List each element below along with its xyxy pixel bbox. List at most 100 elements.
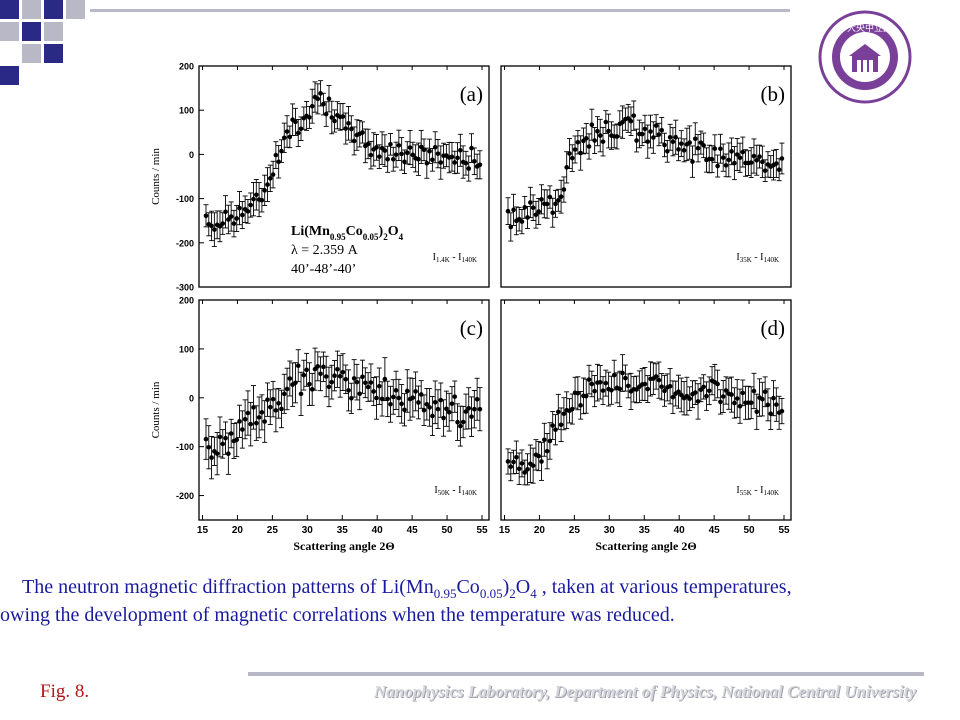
data-point bbox=[432, 144, 438, 150]
series-label-subscript: 50K bbox=[438, 489, 450, 497]
x-tick-label: 20 bbox=[534, 525, 546, 536]
data-point bbox=[625, 383, 631, 389]
series-label-subscript: 140K bbox=[763, 489, 779, 497]
data-point bbox=[544, 201, 550, 207]
data-point bbox=[458, 147, 463, 153]
inset-formula: Li(Mn0.95Co0.05)2O4 bbox=[291, 224, 404, 242]
data-point bbox=[516, 466, 522, 472]
inset-formula-part: O bbox=[388, 224, 399, 239]
footer-text: Nanophysics Laboratory, Department of Ph… bbox=[374, 682, 916, 701]
data-point bbox=[318, 371, 323, 377]
data-point bbox=[723, 163, 729, 168]
data-point bbox=[774, 402, 779, 407]
data-point bbox=[226, 217, 231, 222]
data-point bbox=[676, 147, 681, 152]
data-point bbox=[720, 394, 726, 399]
data-point bbox=[477, 406, 483, 412]
data-point bbox=[240, 427, 245, 432]
data-point bbox=[315, 96, 321, 102]
x-tick-label: 20 bbox=[232, 525, 244, 536]
data-point bbox=[424, 401, 430, 407]
data-point bbox=[463, 409, 469, 414]
data-point bbox=[623, 375, 628, 381]
data-point bbox=[662, 142, 667, 148]
data-point bbox=[220, 441, 226, 447]
data-point bbox=[653, 123, 659, 128]
data-point bbox=[701, 143, 706, 148]
x-tick-label: 45 bbox=[709, 525, 721, 536]
x-axis-label: Scattering angle 2Θ bbox=[595, 539, 696, 553]
data-point bbox=[223, 209, 228, 215]
caption-text: O bbox=[515, 576, 531, 598]
data-point bbox=[508, 464, 514, 469]
data-point bbox=[234, 437, 240, 443]
series-label: I35K - I140K bbox=[736, 252, 779, 264]
series-label-part: I bbox=[760, 485, 763, 496]
data-point bbox=[312, 366, 318, 372]
data-point bbox=[393, 388, 399, 393]
data-point bbox=[757, 154, 762, 159]
data-point bbox=[452, 160, 458, 165]
plot-frame bbox=[198, 65, 490, 288]
data-point bbox=[265, 397, 270, 402]
series-label-part: - bbox=[450, 252, 458, 263]
series-label-subscript: 140K bbox=[461, 489, 477, 497]
data-point bbox=[614, 134, 620, 139]
data-point bbox=[458, 423, 463, 429]
data-point bbox=[583, 136, 589, 141]
x-tick-label: 40 bbox=[674, 525, 686, 536]
data-point bbox=[438, 160, 444, 165]
data-point bbox=[597, 379, 603, 385]
data-point bbox=[536, 453, 542, 459]
data-point bbox=[390, 156, 396, 162]
caption-text: The neutron magnetic diffraction pattern… bbox=[22, 576, 434, 598]
data-point bbox=[332, 118, 337, 124]
data-point bbox=[404, 150, 410, 156]
data-point bbox=[645, 139, 651, 144]
data-point bbox=[715, 381, 720, 387]
corner-square bbox=[0, 0, 19, 19]
data-point bbox=[407, 145, 413, 150]
data-point bbox=[346, 120, 351, 126]
data-point bbox=[418, 392, 424, 397]
y-tick-label: -100 bbox=[176, 442, 194, 452]
data-point bbox=[368, 380, 374, 385]
data-point bbox=[620, 119, 625, 125]
data-point bbox=[343, 126, 349, 131]
inset-wavelength: λ = 2.359 A bbox=[291, 243, 359, 258]
data-point bbox=[586, 144, 592, 149]
data-point bbox=[695, 145, 701, 151]
y-tick-label: -300 bbox=[176, 283, 194, 293]
data-point bbox=[586, 377, 592, 382]
data-point bbox=[569, 155, 575, 161]
corner-square bbox=[44, 0, 63, 19]
y-tick-label: 100 bbox=[179, 344, 194, 354]
data-point bbox=[648, 129, 653, 134]
data-point bbox=[206, 444, 212, 450]
data-point bbox=[525, 215, 530, 220]
data-point bbox=[768, 411, 774, 417]
data-point bbox=[237, 419, 242, 424]
x-tick-label: 25 bbox=[569, 525, 581, 536]
data-point bbox=[712, 146, 718, 151]
panel-label: (b) bbox=[761, 82, 786, 106]
data-point bbox=[240, 212, 245, 218]
data-point bbox=[760, 159, 765, 165]
data-point bbox=[751, 153, 757, 159]
data-point bbox=[309, 103, 315, 109]
data-point bbox=[567, 151, 572, 156]
data-point bbox=[715, 163, 720, 169]
data-point bbox=[511, 207, 516, 213]
data-point bbox=[321, 101, 326, 107]
panel-label: (d) bbox=[761, 316, 786, 340]
data-point bbox=[692, 390, 698, 395]
corner-square bbox=[22, 44, 41, 63]
data-point bbox=[606, 128, 611, 134]
data-point bbox=[427, 405, 432, 410]
series-label-subscript: 35K bbox=[740, 256, 752, 264]
x-tick-label: 30 bbox=[604, 525, 616, 536]
chart-panel-b: (b) I35K - I140K bbox=[500, 65, 792, 288]
data-point bbox=[363, 380, 368, 386]
data-point bbox=[575, 390, 581, 396]
data-point bbox=[217, 224, 223, 229]
